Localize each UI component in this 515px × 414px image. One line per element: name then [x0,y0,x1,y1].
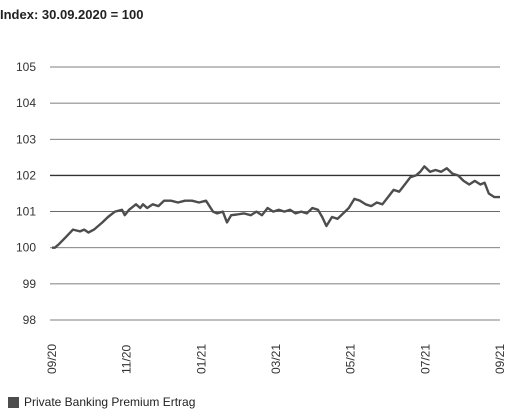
legend-swatch [8,396,19,408]
y-tick-label: 98 [23,313,37,327]
x-axis-ticks: 09/20 11/20 01/21 03/21 05/21 07/21 09/21 [45,344,507,374]
legend: Private Banking Premium Ertrag [8,395,195,409]
series-line-private-banking-premium-ertrag [52,165,500,249]
x-tick-label: 05/21 [344,344,358,374]
x-tick-label: 09/20 [45,344,59,374]
y-tick-label: 103 [16,132,36,146]
y-tick-label: 102 [16,168,36,182]
series-layer [52,165,500,249]
x-tick-label: 01/21 [194,344,208,374]
y-tick-label: 100 [16,241,36,255]
y-tick-label: 101 [16,205,36,219]
x-tick-label: 11/20 [120,345,134,374]
x-tick-label: 03/21 [269,344,283,374]
gridlines [50,66,500,321]
x-tick-label: 09/21 [493,344,507,374]
y-tick-label: 99 [23,277,37,291]
legend-label: Private Banking Premium Ertrag [24,395,196,409]
chart-title: Index: 30.09.2020 = 100 [0,7,144,22]
x-tick-label: 07/21 [418,344,432,374]
y-tick-label: 105 [16,60,36,74]
y-axis-ticks: 98 99 100 101 102 103 104 105 [16,60,36,327]
y-tick-label: 104 [16,96,36,110]
